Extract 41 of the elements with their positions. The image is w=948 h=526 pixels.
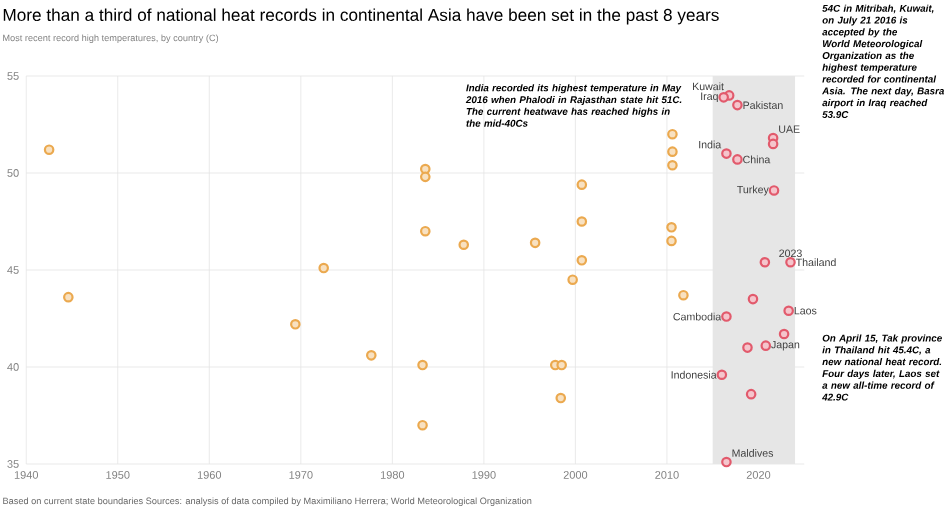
point: [721, 148, 732, 159]
point: [667, 159, 678, 171]
point: [458, 239, 470, 251]
point: [742, 342, 753, 353]
point: [783, 305, 794, 317]
point: [759, 256, 771, 268]
point: [666, 235, 677, 247]
point: [666, 222, 677, 233]
chart-title: More than a third of national heat records in continental Asia have been set in the past 8 years: [3, 8, 719, 25]
point: [785, 256, 796, 268]
point: [567, 274, 578, 285]
point: [716, 369, 728, 381]
point: [290, 319, 301, 330]
point: [718, 92, 729, 103]
point: [420, 225, 431, 237]
point: [667, 146, 678, 157]
point: [767, 138, 779, 150]
point: [417, 419, 428, 431]
point: [745, 388, 757, 400]
point: [678, 289, 689, 301]
point: [365, 350, 377, 361]
point: [576, 254, 588, 266]
point: [778, 328, 790, 340]
point: [63, 291, 74, 303]
point: [747, 293, 759, 305]
point: [721, 311, 732, 322]
point: [318, 262, 329, 274]
point: [420, 171, 431, 183]
point: [417, 359, 428, 371]
point: [721, 456, 732, 468]
point: [732, 99, 743, 111]
point: [556, 359, 567, 371]
point: [576, 179, 588, 190]
point: [732, 154, 743, 165]
point: [768, 185, 780, 196]
point: [760, 340, 772, 351]
point: [576, 216, 588, 227]
point: [555, 392, 567, 404]
point: [529, 237, 541, 249]
point: [43, 144, 55, 156]
point: [667, 128, 678, 140]
